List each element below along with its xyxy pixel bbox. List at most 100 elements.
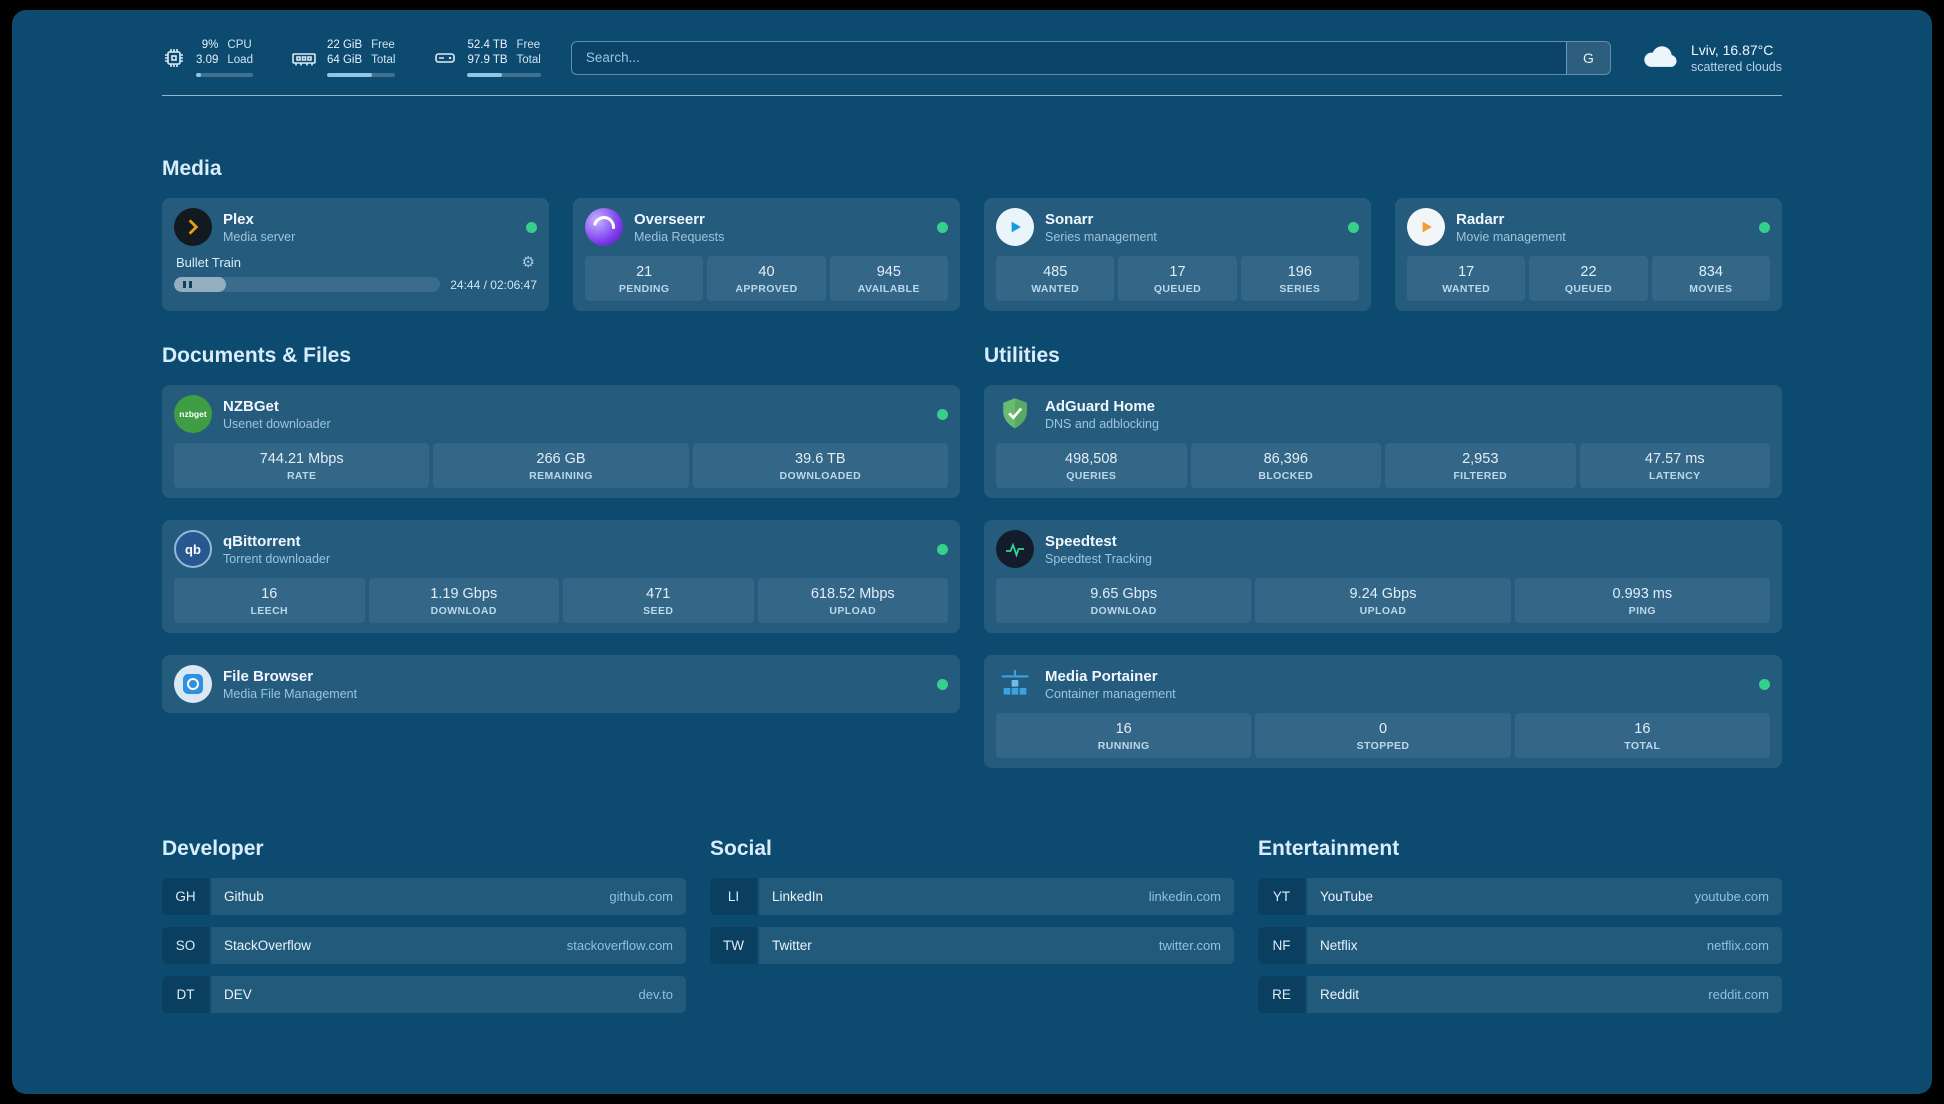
bookmark-group-social: Social LI LinkedIn linkedin.com TW Twitt… xyxy=(710,836,1234,1025)
stat-block: 744.21 Mbps RATE xyxy=(174,443,430,488)
bookmark-youtube[interactable]: YT YouTube youtube.com xyxy=(1258,878,1782,915)
service-name: NZBGet xyxy=(223,397,279,415)
bookmark-abbr: TW xyxy=(710,927,757,964)
bookmark-group-title: Social xyxy=(710,837,772,860)
bookmark-twitter[interactable]: TW Twitter twitter.com xyxy=(710,927,1234,964)
stat-block: 1.19 Gbps DOWNLOAD xyxy=(368,578,559,623)
settings-gear-icon[interactable]: ⚙ xyxy=(521,254,535,271)
service-name: Overseerr xyxy=(634,210,705,228)
bookmark-domain: stackoverflow.com xyxy=(566,938,673,953)
disk-progress-bar xyxy=(467,73,541,77)
service-card-qbittorrent[interactable]: qb qBittorrent Torrent downloader 16 LEE… xyxy=(162,520,960,633)
bookmark-group-developer: Developer GH Github github.com SO StackO… xyxy=(162,836,686,1025)
service-card-speedtest[interactable]: Speedtest Speedtest Tracking 9.65 Gbps D… xyxy=(984,520,1782,633)
status-dot xyxy=(1759,221,1770,233)
service-card-nzbget[interactable]: nzbget NZBGet Usenet downloader 744.21 M… xyxy=(162,385,960,498)
bookmark-stackoverflow[interactable]: SO StackOverflow stackoverflow.com xyxy=(162,927,686,964)
stat-block: 2,953 FILTERED xyxy=(1385,443,1576,488)
stat-block: 16 RUNNING xyxy=(996,713,1252,758)
playback-progress[interactable] xyxy=(174,277,441,292)
bookmarks-section: Developer GH Github github.com SO StackO… xyxy=(162,836,1782,1065)
cpu-percent: 9% xyxy=(201,39,219,51)
service-desc: Series management xyxy=(1045,229,1157,244)
top-bar: 9% 3.09 CPU Load xyxy=(162,38,1782,77)
stat-block: 471 SEED xyxy=(563,578,754,623)
bookmark-netflix[interactable]: NF Netflix netflix.com xyxy=(1258,927,1782,964)
service-name: Plex xyxy=(223,210,254,228)
stat-block: 945 AVAILABLE xyxy=(829,256,948,301)
bookmark-dev[interactable]: DT DEV dev.to xyxy=(162,976,686,1013)
search-input[interactable] xyxy=(571,41,1566,74)
memory-stats: 22 GiB 64 GiB Free Total xyxy=(326,38,396,77)
bookmark-domain: netflix.com xyxy=(1706,938,1769,953)
service-card-sonarr[interactable]: Sonarr Series management 485 WANTED 17 Q… xyxy=(984,198,1371,311)
service-card-overseerr[interactable]: Overseerr Media Requests 21 PENDING 40 A… xyxy=(573,198,960,311)
service-desc: Speedtest Tracking xyxy=(1045,551,1153,566)
service-card-radarr[interactable]: Radarr Movie management 17 WANTED 22 QUE… xyxy=(1395,198,1782,311)
utilities-section: Utilities AdGuard Home xyxy=(984,343,1782,790)
service-desc: DNS and adblocking xyxy=(1045,416,1159,431)
stat-block: 47.57 ms LATENCY xyxy=(1579,443,1770,488)
weather-location: Lviv, 16.87°C xyxy=(1690,41,1774,58)
service-card-filebrowser[interactable]: File Browser Media File Management xyxy=(162,655,960,713)
bookmark-name: YouTube xyxy=(1320,889,1374,904)
cpu-widget: 9% 3.09 CPU Load xyxy=(162,38,253,77)
service-desc: Movie management xyxy=(1456,229,1566,244)
service-card-adguard[interactable]: AdGuard Home DNS and adblocking 498,508 … xyxy=(984,385,1782,498)
media-section: Media Plex Media server xyxy=(162,156,1782,311)
stat-block: 21 PENDING xyxy=(585,256,704,301)
stat-block: 16 LEECH xyxy=(174,578,365,623)
bookmark-linkedin[interactable]: LI LinkedIn linkedin.com xyxy=(710,878,1234,915)
status-dot xyxy=(937,678,948,690)
disk-icon xyxy=(433,46,457,70)
section-title-media: Media xyxy=(162,157,222,180)
pause-button[interactable] xyxy=(174,277,226,292)
stat-block: 17 QUEUED xyxy=(1118,256,1237,301)
bookmark-group-title: Entertainment xyxy=(1258,837,1400,860)
bookmark-abbr: SO xyxy=(162,927,209,964)
bookmark-reddit[interactable]: RE Reddit reddit.com xyxy=(1258,976,1782,1013)
status-dot xyxy=(937,543,948,555)
bookmark-github[interactable]: GH Github github.com xyxy=(162,878,686,915)
stat-block: 39.6 TB DOWNLOADED xyxy=(692,443,948,488)
bookmark-domain: linkedin.com xyxy=(1148,889,1221,904)
bookmark-domain: github.com xyxy=(609,889,673,904)
bookmark-domain: youtube.com xyxy=(1694,889,1769,904)
dashboard: 9% 3.09 CPU Load xyxy=(12,10,1932,1094)
memory-free-value: 22 GiB xyxy=(326,39,363,51)
bookmark-group-entertainment: Entertainment YT YouTube youtube.com NF … xyxy=(1258,836,1782,1025)
status-dot xyxy=(937,408,948,420)
cpu-load-label: Load xyxy=(227,54,253,66)
cpu-load-value: 3.09 xyxy=(196,54,219,66)
header-divider xyxy=(162,95,1782,96)
stat-block: 498,508 QUERIES xyxy=(996,443,1187,488)
bookmark-abbr: DT xyxy=(162,976,209,1013)
stat-block: 485 WANTED xyxy=(996,256,1115,301)
search-provider-button[interactable]: G xyxy=(1565,41,1610,74)
status-dot xyxy=(1348,221,1359,233)
bookmark-name: Reddit xyxy=(1320,987,1360,1002)
memory-free-label: Free xyxy=(371,39,395,51)
service-card-portainer[interactable]: Media Portainer Container management 16 … xyxy=(984,655,1782,768)
service-name: Radarr xyxy=(1456,210,1505,228)
disk-total-label: Total xyxy=(516,54,541,66)
documents-section: Documents & Files nzbget NZBGet Usenet d… xyxy=(162,343,960,790)
disk-widget: 52.4 TB 97.9 TB Free Total xyxy=(433,38,541,77)
bookmark-name: Github xyxy=(224,889,264,904)
stat-block: 17 WANTED xyxy=(1407,256,1526,301)
stat-block: 0 STOPPED xyxy=(1255,713,1511,758)
memory-icon xyxy=(291,46,317,70)
disk-total-value: 97.9 TB xyxy=(467,54,508,66)
section-title-documents: Documents & Files xyxy=(162,344,352,367)
stat-block: 618.52 Mbps UPLOAD xyxy=(757,578,948,623)
stat-block: 9.65 Gbps DOWNLOAD xyxy=(996,578,1252,623)
stat-block: 86,396 BLOCKED xyxy=(1190,443,1381,488)
status-dot xyxy=(937,221,948,233)
bookmark-abbr: LI xyxy=(710,878,757,915)
bookmark-abbr: NF xyxy=(1258,927,1305,964)
resource-widgets: 9% 3.09 CPU Load xyxy=(162,38,541,77)
service-card-plex[interactable]: Plex Media server Bullet Train ⚙ 24:44 xyxy=(162,198,549,311)
plex-icon xyxy=(174,208,212,246)
bookmark-domain: dev.to xyxy=(638,987,673,1002)
stat-block: 266 GB REMAINING xyxy=(433,443,689,488)
